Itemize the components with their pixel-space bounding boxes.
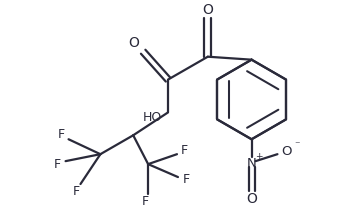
Text: N: N: [247, 157, 256, 170]
Text: O: O: [202, 3, 213, 17]
Text: F: F: [73, 185, 80, 198]
Text: F: F: [180, 144, 187, 157]
Text: F: F: [58, 128, 65, 141]
Text: F: F: [54, 158, 61, 171]
Text: O: O: [246, 192, 257, 206]
Text: ⁻: ⁻: [295, 140, 300, 150]
Text: F: F: [183, 173, 189, 186]
Text: O: O: [128, 36, 139, 50]
Text: HO: HO: [143, 111, 162, 124]
Text: F: F: [142, 196, 149, 209]
Text: +: +: [255, 152, 262, 161]
Text: O: O: [281, 145, 291, 158]
